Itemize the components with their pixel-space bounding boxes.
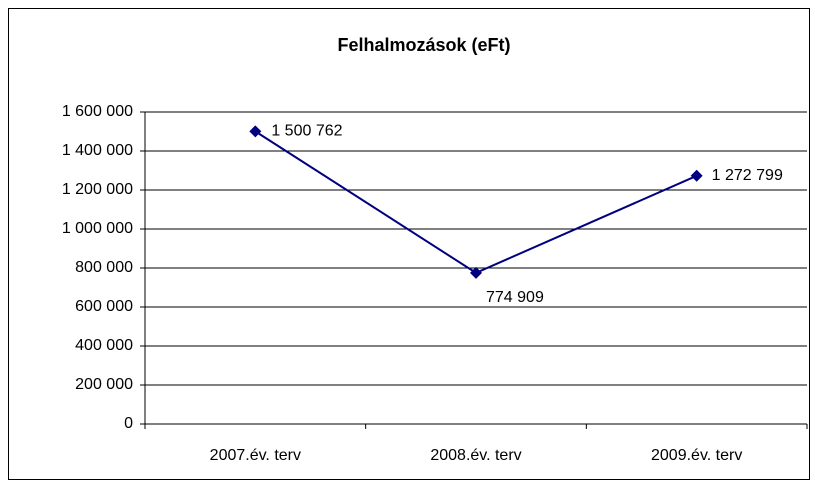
data-label: 774 909 [486,289,544,306]
data-label: 1 500 762 [271,123,342,140]
y-tick-label: 1 600 000 [62,103,133,120]
y-tick-label: 600 000 [75,298,133,315]
y-tick-label: 1 400 000 [62,142,133,159]
y-tick-label: 0 [124,415,133,432]
y-tick-label: 200 000 [75,376,133,393]
x-tick-label: 2007.év. terv [210,447,301,464]
data-label: 1 272 799 [712,167,783,184]
marker [249,125,262,138]
y-tick-label: 800 000 [75,259,133,276]
marker [470,266,482,279]
y-tick-label: 400 000 [75,337,133,354]
y-tick-label: 1 000 000 [62,220,133,237]
marker [690,169,703,182]
y-tick-label: 1 200 000 [62,181,133,198]
x-tick-label: 2008.év. terv [430,447,521,464]
chart-title: Felhalmozások (eFt) [337,35,510,55]
x-tick-label: 2009.év. terv [651,447,742,464]
chart-border [8,8,810,480]
